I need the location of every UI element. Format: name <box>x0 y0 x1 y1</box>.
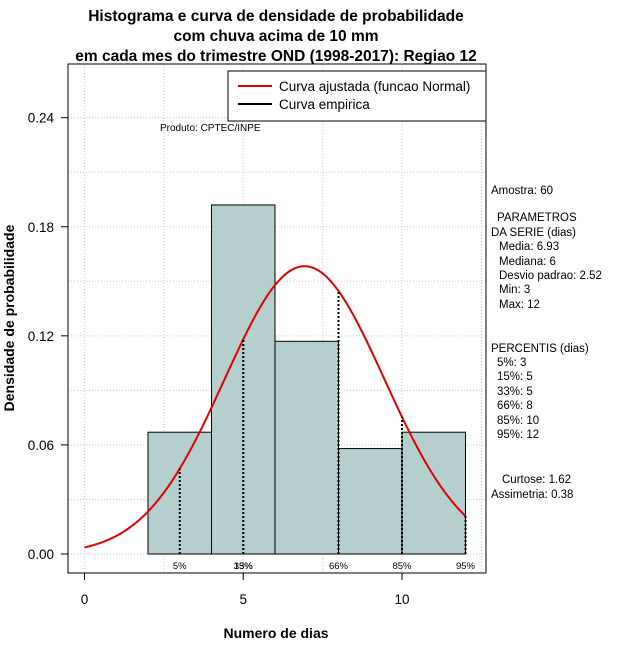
legend-label-empirical: Curva empirica <box>279 97 370 112</box>
percentile-label: 85% <box>392 561 412 572</box>
histogram-bar <box>401 431 466 555</box>
percentile-label: 15% <box>234 561 254 572</box>
stat-p33: 33%: 5 <box>497 386 533 398</box>
percentile-lines: 5% 15%33% 66% 85% 95% <box>173 291 476 572</box>
histogram-bar <box>211 204 276 555</box>
x-tick-label: 5 <box>239 592 247 607</box>
histogram-bar <box>338 448 403 555</box>
legend: Curva ajustada (funcao Normal) Curva emp… <box>227 70 487 122</box>
x-tick-label: 10 <box>394 592 409 607</box>
legend-label-normal: Curva ajustada (funcao Normal) <box>279 79 470 94</box>
histogram-bars <box>147 204 466 555</box>
y-tick-label: 0.18 <box>28 220 54 235</box>
chart-title-line-1: Histograma e curva de densidade de proba… <box>88 8 464 25</box>
stat-media: Media: 6.93 <box>499 241 559 253</box>
stat-assimetria: Assimetria: 0.38 <box>491 489 573 501</box>
stat-curtose: Curtose: 1.62 <box>502 474 571 486</box>
y-tick-label: 0.24 <box>28 111 55 126</box>
percentile-label: 66% <box>329 561 349 572</box>
stat-p66: 66%: 8 <box>497 400 533 412</box>
legend-box <box>227 70 487 122</box>
y-axis-title: Densidade de probabilidade <box>1 224 17 411</box>
percentile-label: 95% <box>456 561 476 572</box>
x-tick-label: 0 <box>81 592 89 607</box>
y-axis: 0.00 0.06 0.12 0.18 0.24 <box>28 111 68 562</box>
stat-p95: 95%: 12 <box>497 429 539 441</box>
percentile-label: 33% <box>234 561 254 572</box>
stat-min: Min: 3 <box>499 284 530 296</box>
stat-params-title-1: PARAMETROS <box>497 212 577 224</box>
stat-max: Max: 12 <box>499 299 540 311</box>
percentile-label: 5% <box>173 561 187 572</box>
y-tick-label: 0.06 <box>28 438 54 453</box>
stat-sample: Amostra: 60 <box>491 185 553 197</box>
stat-p85: 85%: 10 <box>497 415 539 427</box>
stat-desvio: Desvio padrao: 2.52 <box>499 270 602 282</box>
chart-title-line-3: em cada mes do trimestre OND (1998-2017)… <box>75 48 476 65</box>
stats-panel: Amostra: 60 PARAMETROS DA SERIE (dias) M… <box>491 185 602 501</box>
x-axis: 0 5 10 <box>81 572 410 607</box>
chart-title-line-2: com chuva acima de 10 mm <box>173 28 378 45</box>
y-tick-label: 0.12 <box>28 329 54 344</box>
product-annotation: Produto: CPTEC/INPE <box>160 123 261 134</box>
histogram-bar <box>274 340 339 555</box>
stat-mediana: Mediana: 6 <box>499 256 556 268</box>
grid-lines <box>68 64 486 573</box>
y-tick-label: 0.00 <box>28 547 54 562</box>
x-axis-title: Numero de dias <box>223 625 328 641</box>
stat-params-title-2: DA SERIE (dias) <box>491 227 576 239</box>
stat-percentis-title: PERCENTIS (dias) <box>491 343 589 355</box>
stat-p5: 5%: 3 <box>497 357 526 369</box>
stat-p15: 15%: 5 <box>497 371 533 383</box>
